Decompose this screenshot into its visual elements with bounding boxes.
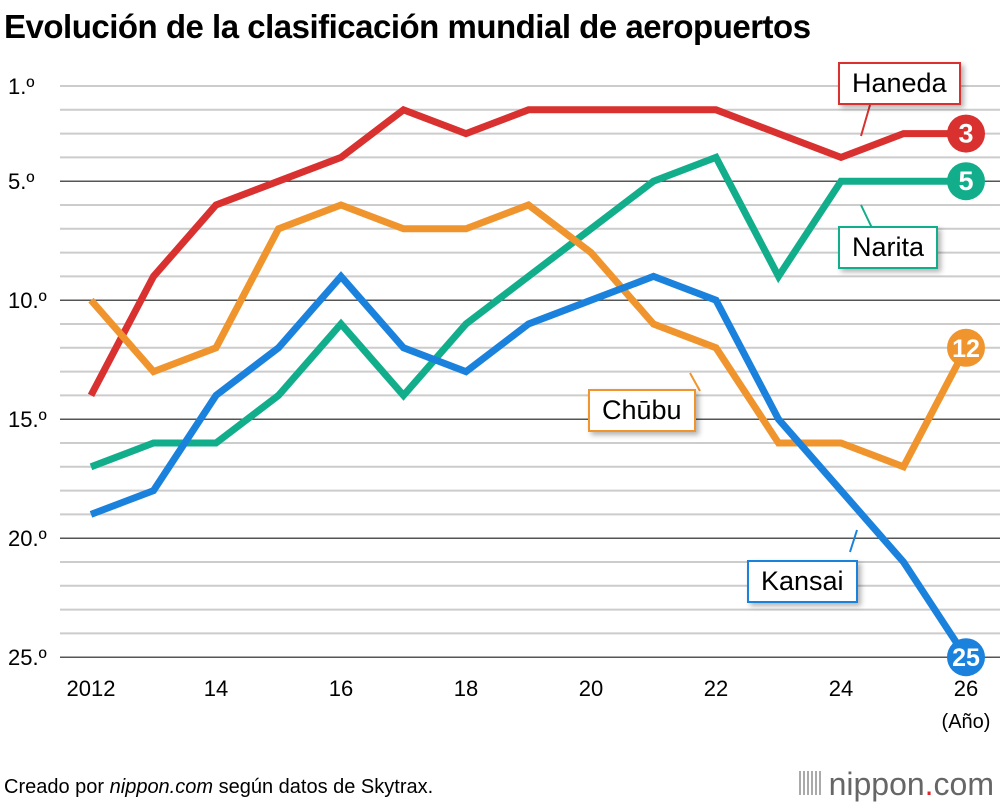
y-tick-label: 20.º (8, 526, 47, 551)
end-badge (947, 114, 985, 153)
source-note: Creado por nippon.com según datos de Sky… (4, 776, 433, 799)
source-suffix: según datos de Skytrax. (213, 776, 434, 798)
end-badge (947, 328, 985, 367)
callout-pointer (689, 372, 701, 392)
y-tick-label: 1.º (8, 74, 34, 99)
source-site: nippon.com (109, 776, 214, 798)
end-badge-label: 12 (952, 335, 980, 363)
x-tick-label: 16 (329, 676, 353, 701)
callout-narita: Narita (838, 226, 939, 269)
y-tick-label: 25.º (8, 645, 47, 670)
callout-chubu: Chūbu (588, 389, 696, 432)
x-tick-label: 26 (954, 676, 978, 701)
x-tick-label: 22 (704, 676, 728, 701)
nippon-logo: nippon.com (798, 766, 994, 803)
source-prefix: Creado por (4, 776, 110, 798)
end-badge-label: 3 (958, 119, 973, 149)
y-tick-label: 15.º (8, 407, 47, 432)
y-tick-label: 5.º (8, 169, 34, 194)
x-tick-label: 18 (454, 676, 478, 701)
chart-title: Evolución de la clasificación mundial de… (4, 8, 811, 45)
series-line-chūbu (88, 201, 970, 472)
x-tick-label: 20 (579, 676, 603, 701)
callout-haneda: Haneda (838, 62, 961, 105)
logo-tail: com (933, 766, 994, 802)
logo-dot: . (924, 766, 934, 802)
logo-main: nippon (828, 766, 925, 802)
callout-pointer (849, 529, 858, 553)
callout-pointer (860, 204, 873, 229)
y-tick-label: 10.º (8, 288, 47, 313)
x-tick-label: 24 (829, 676, 853, 701)
callout-kansai: Kansai (747, 560, 858, 603)
end-badge-label: 5 (958, 166, 973, 196)
end-badge (947, 638, 985, 677)
end-badge-label: 25 (952, 644, 980, 672)
logo-bars-icon (798, 771, 823, 795)
x-axis-label: (Año) (942, 711, 991, 733)
x-tick-label: 14 (204, 676, 228, 701)
x-tick-label: 2012 (67, 676, 116, 701)
end-badge (947, 162, 985, 201)
callout-pointer (860, 104, 871, 137)
